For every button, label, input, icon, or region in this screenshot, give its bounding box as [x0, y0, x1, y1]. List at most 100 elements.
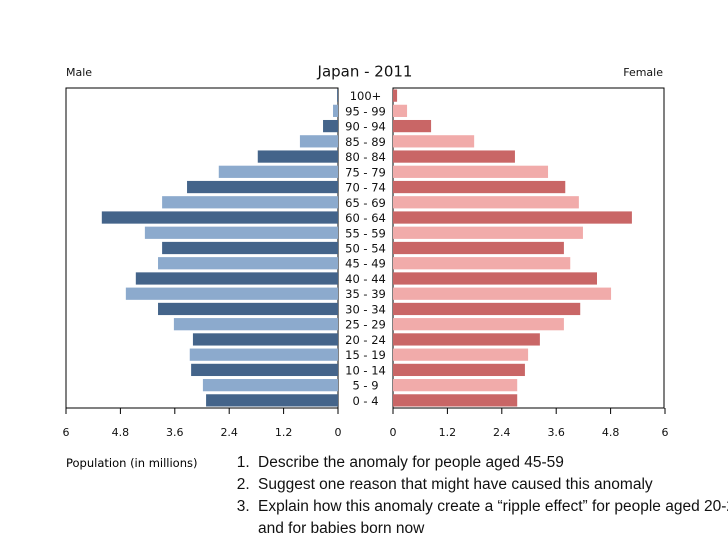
category-bg: [339, 119, 392, 133]
bar: [337, 89, 338, 102]
bar: [158, 302, 338, 316]
category-label: 75 - 79: [345, 165, 386, 179]
bar: [393, 394, 518, 407]
bar: [393, 257, 571, 270]
x-tick-label: 6: [63, 426, 70, 439]
bar: [218, 165, 338, 178]
x-tick-label: 4.8: [602, 426, 620, 439]
category-bg: [339, 89, 392, 103]
x-tick-label: 6: [662, 426, 669, 439]
bar: [144, 226, 338, 239]
bar: [135, 272, 338, 285]
category-bg: [339, 195, 392, 209]
category-label: 100+: [350, 89, 382, 103]
x-tick-label: 2.4: [220, 426, 238, 439]
category-bg: [339, 302, 392, 316]
question-list: Describe the anomaly for people aged 45-…: [222, 452, 728, 540]
bar: [162, 196, 338, 209]
bar: [257, 150, 338, 163]
question: Suggest one reason that might have cause…: [254, 474, 728, 496]
x-tick-label: 4.8: [112, 426, 130, 439]
bar: [393, 89, 398, 102]
category-bg: [339, 149, 392, 164]
bar: [393, 318, 564, 331]
category-bg: [339, 210, 392, 225]
bar: [393, 379, 518, 392]
category-label: 25 - 29: [345, 318, 386, 332]
category-bg: [339, 271, 392, 286]
category-bg: [339, 134, 392, 148]
bar: [393, 180, 566, 194]
question: Explain how this anomaly create a “rippl…: [254, 496, 728, 540]
bar: [393, 226, 583, 239]
bar: [393, 196, 579, 209]
x-tick-label: 0: [335, 426, 342, 439]
category-bg: [339, 332, 392, 347]
bar: [206, 394, 338, 407]
bar: [158, 257, 338, 270]
bar: [393, 287, 612, 300]
category-bg: [339, 348, 392, 362]
category-label: 70 - 74: [345, 181, 386, 195]
category-label: 40 - 44: [345, 272, 386, 286]
bar: [393, 302, 581, 316]
category-label: 80 - 84: [345, 150, 386, 164]
category-bg: [339, 378, 392, 392]
category-label: 90 - 94: [345, 120, 386, 134]
category-label: 95 - 99: [345, 104, 386, 118]
bar: [393, 333, 540, 346]
bar: [393, 272, 597, 285]
category-label: 30 - 34: [345, 302, 386, 316]
bar: [393, 150, 515, 163]
bar: [191, 363, 338, 377]
x-tick-label: 1.2: [275, 426, 293, 439]
legend-male: Male: [66, 66, 92, 79]
category-label: 60 - 64: [345, 211, 386, 225]
category-label: 0 - 4: [352, 394, 378, 408]
x-tick-label: 1.2: [439, 426, 457, 439]
legend-female: Female: [623, 66, 663, 79]
x-tick-label: 2.4: [493, 426, 511, 439]
category-label: 50 - 54: [345, 242, 386, 256]
category-bg: [339, 393, 392, 407]
bar: [162, 241, 338, 255]
category-bg: [339, 180, 392, 194]
question: Describe the anomaly for people aged 45-…: [254, 452, 728, 474]
category-label: 45 - 49: [345, 257, 386, 271]
bar: [393, 119, 432, 133]
category-bg: [339, 104, 392, 118]
bar: [393, 241, 564, 255]
bar: [323, 119, 338, 133]
category-label: 10 - 14: [345, 363, 386, 377]
bar: [393, 211, 632, 224]
bar: [393, 135, 475, 148]
bar: [333, 104, 338, 117]
category-label: 15 - 19: [345, 348, 386, 362]
chart: Japan - 2011 Male Female 0 0 1.2 1.2 2.4 2.4 3…: [63, 63, 669, 440]
bar: [101, 211, 339, 224]
category-bg: [339, 256, 392, 270]
category-label: 55 - 59: [345, 226, 386, 240]
bar: [393, 104, 408, 117]
x-tick-label: 3.6: [166, 426, 184, 439]
category-bg: [339, 287, 392, 301]
category-label: 20 - 24: [345, 333, 386, 347]
x-axis-label: Population (in millions): [66, 456, 198, 470]
bar: [187, 180, 338, 194]
x-tick-label: 3.6: [547, 426, 565, 439]
category-label: 85 - 89: [345, 135, 386, 149]
bar: [393, 348, 529, 361]
x-tick-label: 0: [390, 426, 397, 439]
category-label: 5 - 9: [352, 379, 378, 393]
bar: [299, 135, 338, 148]
category-label: 35 - 39: [345, 287, 386, 301]
bar: [192, 333, 338, 346]
category-label: 65 - 69: [345, 196, 386, 210]
bar: [202, 379, 338, 392]
bar: [125, 287, 338, 300]
bar: [393, 165, 549, 178]
category-bg: [339, 363, 392, 377]
bar: [393, 363, 525, 377]
category-bg: [339, 165, 392, 179]
